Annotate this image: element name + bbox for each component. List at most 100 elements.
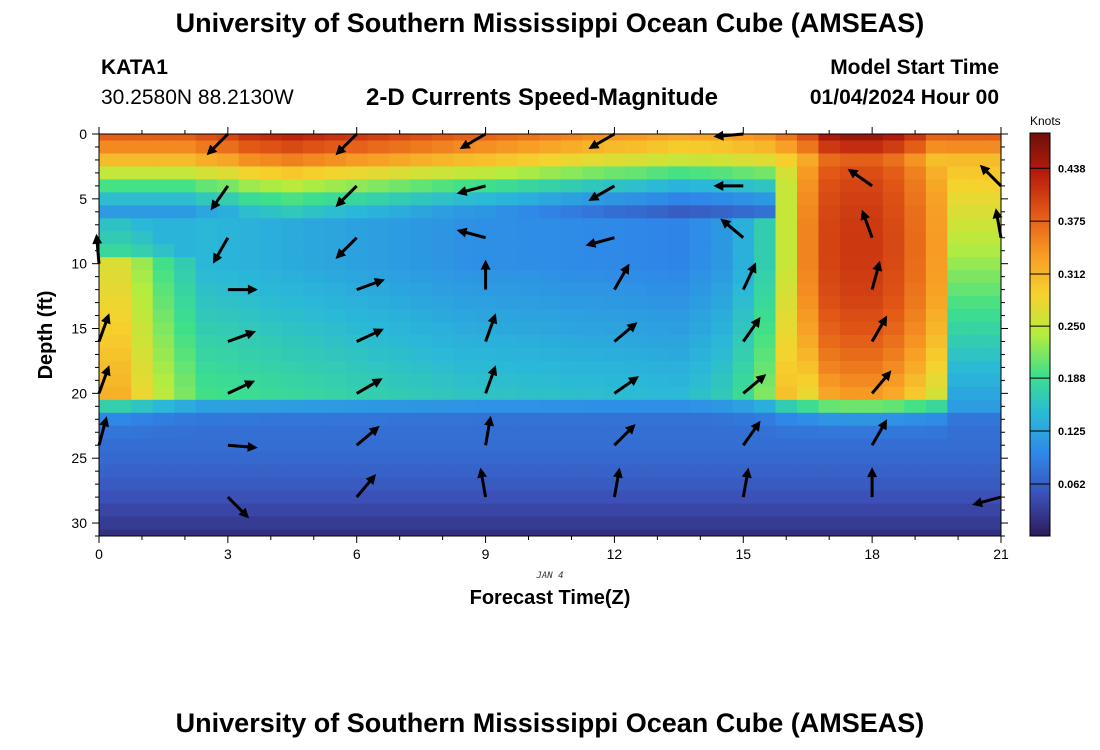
- heatmap-cell: [582, 205, 605, 219]
- heatmap-cell: [260, 179, 283, 193]
- heatmap-cell: [260, 296, 283, 310]
- heatmap-cell: [260, 386, 283, 401]
- current-arrow: [588, 184, 616, 201]
- heatmap-cell: [388, 516, 412, 531]
- heatmap-cell: [603, 360, 626, 375]
- heatmap-cell: [238, 322, 261, 336]
- heatmap-cell: [925, 153, 948, 168]
- heatmap-cell: [839, 322, 863, 336]
- heatmap-cell: [818, 192, 841, 206]
- heatmap-cell: [775, 464, 798, 479]
- heatmap-cell: [324, 347, 347, 362]
- heatmap-cell: [410, 179, 433, 193]
- heatmap-cell: [990, 179, 1001, 193]
- heatmap-cell: [668, 490, 691, 505]
- heatmap-cell: [431, 192, 454, 206]
- arrow-head: [459, 139, 471, 149]
- heatmap-cell: [517, 309, 540, 323]
- heatmap-cell: [990, 153, 1001, 168]
- heatmap-cell: [689, 140, 712, 155]
- heatmap-cell: [625, 309, 648, 323]
- heatmap-cell: [904, 373, 927, 388]
- heatmap-cell: [775, 347, 798, 362]
- heatmap-cell: [861, 516, 884, 531]
- heatmap-cell: [818, 270, 841, 284]
- heatmap-cell: [195, 296, 218, 310]
- heatmap-cell: [345, 179, 369, 193]
- heatmap-cell: [861, 283, 884, 297]
- heatmap-cell: [388, 451, 412, 466]
- heatmap-cell: [646, 516, 669, 531]
- heatmap-cell: [539, 218, 562, 232]
- heatmap-cell: [818, 347, 841, 362]
- heatmap-cell: [732, 438, 755, 453]
- heatmap-cell: [711, 283, 734, 297]
- heatmap-cell: [732, 503, 755, 518]
- heatmap-cell: [968, 322, 991, 336]
- heatmap-cell: [195, 477, 218, 492]
- heatmap-cell: [689, 529, 712, 536]
- heatmap-cell: [324, 438, 347, 453]
- heatmap-cell: [796, 464, 820, 479]
- heatmap-cell: [603, 153, 626, 168]
- heatmap-cell: [303, 477, 326, 492]
- heatmap-cell: [689, 179, 712, 193]
- heatmap-cell: [582, 373, 605, 388]
- heatmap-cell: [582, 425, 605, 440]
- heatmap-cell: [303, 218, 326, 232]
- heatmap-cell: [711, 451, 734, 466]
- heatmap-cell: [603, 412, 626, 427]
- current-arrow: [356, 328, 384, 343]
- heatmap-cell: [109, 134, 132, 142]
- heatmap-cell: [754, 192, 777, 206]
- heatmap-cell: [732, 412, 755, 427]
- heatmap-cell: [539, 529, 562, 536]
- heatmap-cell: [303, 309, 326, 323]
- heatmap-cell: [281, 166, 304, 180]
- heatmap-cell: [861, 192, 884, 206]
- heatmap-cell: [410, 347, 433, 362]
- heatmap-cell: [603, 192, 626, 206]
- heatmap-cell: [754, 166, 777, 180]
- heatmap-cell: [539, 386, 562, 401]
- heatmap-cell: [453, 347, 476, 362]
- heatmap-cell: [324, 257, 347, 271]
- heatmap-cell: [625, 347, 648, 362]
- heatmap-cell: [431, 322, 454, 336]
- heatmap-cell: [453, 192, 476, 206]
- arrow-shaft: [613, 324, 634, 343]
- heatmap-cell: [281, 399, 304, 414]
- arrow-head: [99, 416, 109, 428]
- heatmap-cell: [796, 134, 820, 142]
- heatmap-cell: [990, 296, 1001, 310]
- heatmap-cell: [152, 134, 175, 142]
- heatmap-cell: [410, 166, 433, 180]
- heatmap-cell: [453, 490, 476, 505]
- heatmap-cell: [217, 309, 240, 323]
- heatmap-cell: [152, 503, 175, 518]
- current-arrow: [847, 168, 873, 188]
- heatmap-cell: [968, 283, 991, 297]
- heatmap-cell: [775, 153, 798, 168]
- heatmap-cell: [839, 399, 863, 414]
- heatmap-cell: [904, 529, 927, 536]
- current-arrow: [870, 370, 892, 395]
- heatmap-cell: [582, 244, 605, 258]
- heatmap-cell: [990, 503, 1001, 518]
- heatmap-cell: [560, 283, 583, 297]
- heatmap-cell: [882, 490, 905, 505]
- heatmap-cell: [539, 451, 562, 466]
- heatmap-cell: [775, 166, 798, 180]
- heatmap-cell: [625, 283, 648, 297]
- heatmap-cell: [345, 451, 369, 466]
- colorbar-tick-label: 0.438: [1058, 163, 1086, 175]
- heatmap-cell: [410, 477, 433, 492]
- heatmap-cell: [324, 425, 347, 440]
- heatmap-cell: [281, 231, 304, 245]
- heatmap-cell: [904, 438, 927, 453]
- heatmap-cell: [453, 218, 476, 232]
- arrow-head: [750, 316, 761, 328]
- heatmap-cell: [732, 205, 755, 219]
- heatmap-cell: [882, 205, 905, 219]
- heatmap-cell: [603, 373, 626, 388]
